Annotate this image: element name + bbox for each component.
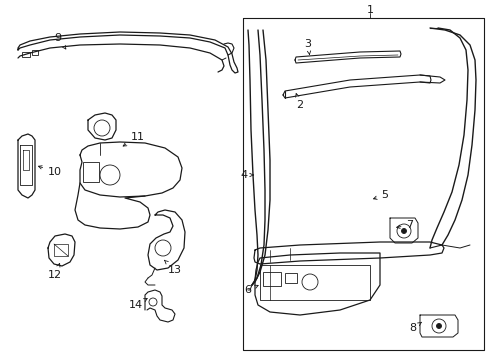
Bar [285, 273, 296, 283]
Text: 11: 11 [123, 132, 145, 146]
Circle shape [436, 324, 441, 328]
Bar [83, 162, 99, 182]
Bar [263, 272, 281, 286]
Bar [32, 50, 38, 55]
Bar [22, 52, 30, 57]
Text: 3: 3 [304, 39, 311, 55]
Text: 7: 7 [396, 220, 413, 230]
Text: 9: 9 [54, 33, 66, 49]
Text: 8: 8 [408, 322, 421, 333]
Text: 12: 12 [48, 264, 62, 280]
Text: 6: 6 [244, 285, 258, 295]
Circle shape [401, 229, 406, 234]
Text: 13: 13 [164, 260, 182, 275]
Text: 4: 4 [240, 170, 253, 180]
Text: 10: 10 [39, 166, 62, 177]
Text: 5: 5 [373, 190, 387, 200]
Text: 2: 2 [295, 94, 303, 110]
Text: 1: 1 [366, 5, 373, 15]
Text: 14: 14 [129, 298, 147, 310]
